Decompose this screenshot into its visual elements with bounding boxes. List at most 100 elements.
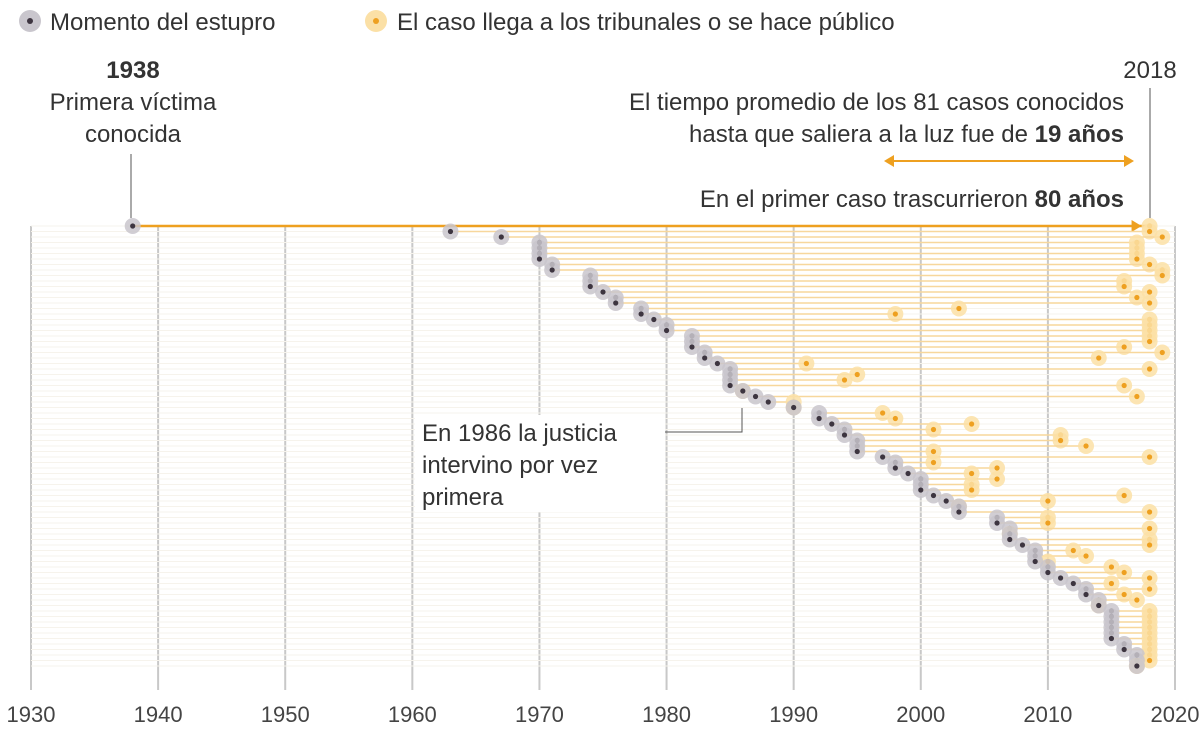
dot-core (663, 327, 670, 334)
note-box (415, 415, 665, 512)
end-dot (1154, 344, 1171, 361)
dot-core (727, 382, 733, 389)
start-dot (658, 322, 675, 339)
dot-core (994, 476, 1000, 482)
dot-core (447, 228, 454, 235)
x-tick-label: 2020 (1151, 702, 1200, 727)
end-dot (1116, 377, 1133, 394)
end-dot (1116, 564, 1133, 581)
annotation-text: En el primer caso trascurrieron (700, 186, 1028, 213)
dot-core (1108, 635, 1115, 642)
end-dot (963, 416, 980, 432)
dot-core (1108, 580, 1115, 587)
dot-core (1121, 283, 1127, 290)
annotation-bold: 19 años (1035, 121, 1124, 148)
dot-core (1146, 454, 1153, 460)
dot-core (1032, 558, 1038, 565)
end-dot (963, 465, 980, 482)
start-dot (912, 482, 929, 498)
dot-core (1146, 657, 1153, 664)
annotation: 2018 (1123, 57, 1176, 84)
dot-core (892, 415, 898, 422)
dot-core (1146, 509, 1153, 515)
dot-core (1159, 234, 1165, 240)
dot-core (1121, 591, 1127, 598)
dot-core (969, 470, 975, 477)
end-dot (1141, 520, 1158, 537)
x-tick-label: 1990 (769, 702, 818, 727)
x-tick-label: 2010 (1023, 702, 1072, 727)
dot-core (930, 426, 937, 433)
legend-dot (27, 18, 33, 24)
legend-label: Momento del estupro (50, 9, 275, 36)
dot-core (1121, 492, 1127, 499)
end-dot (950, 300, 967, 317)
end-dot (1154, 229, 1171, 245)
end-dot (887, 410, 904, 427)
dot-core (854, 371, 860, 378)
end-dot (1141, 361, 1158, 377)
dot-core (1070, 580, 1076, 587)
end-dot (1128, 289, 1145, 306)
dot-core (1045, 569, 1051, 576)
dot-core (1108, 564, 1115, 570)
dot-core (880, 410, 886, 416)
annotation: Primera víctima (50, 89, 217, 116)
dot-core (841, 377, 848, 383)
start-dot (595, 284, 611, 300)
start-dot (1116, 641, 1133, 658)
end-dot (1141, 333, 1158, 350)
dot-core (1083, 443, 1089, 449)
x-tick-label: 1980 (642, 702, 691, 727)
end-dot (836, 372, 853, 388)
dot-core (956, 509, 962, 515)
dot-core (803, 360, 809, 367)
dot-core (130, 223, 136, 229)
start-dot (1103, 630, 1120, 647)
start-dot (1014, 537, 1031, 553)
end-dot (887, 306, 904, 322)
dot-core (638, 311, 644, 317)
start-dot (811, 410, 828, 427)
dot-core (1121, 646, 1127, 653)
start-dot (607, 295, 624, 311)
dot-core (969, 421, 975, 427)
annotation: hasta que saliera a la luz fue de 19 año… (689, 121, 1124, 148)
dot-core (1019, 542, 1026, 548)
start-dot (1090, 597, 1107, 614)
dot-core (752, 393, 759, 400)
dot-core (1146, 366, 1153, 372)
start-dot (1065, 575, 1082, 592)
dot-core (1134, 393, 1140, 400)
x-tick-label: 1940 (134, 702, 183, 727)
annotation: En el primer caso trascurrieron 80 años (700, 186, 1124, 213)
start-dot (734, 383, 751, 399)
dot-core (600, 289, 606, 295)
start-dot (722, 377, 739, 394)
dot-core (689, 344, 695, 350)
x-tick-label: 2000 (896, 702, 945, 727)
arrow-head (1131, 220, 1142, 232)
start-dot (531, 251, 548, 267)
dot-core (613, 300, 619, 306)
end-dot (1078, 438, 1095, 454)
dot-core (1083, 553, 1089, 559)
end-dot (1078, 548, 1095, 564)
start-dot (849, 443, 866, 460)
end-dot (1039, 493, 1056, 509)
dot-core (1146, 289, 1153, 295)
dot-core (1146, 525, 1153, 532)
end-dot (1116, 586, 1133, 603)
dot-core (1146, 575, 1153, 581)
dot-core (969, 487, 975, 493)
x-tick-label: 1970 (515, 702, 564, 727)
start-dot (683, 339, 700, 355)
start-dot (785, 399, 802, 416)
annotation: En 1986 la justicia (422, 420, 617, 447)
x-tick-label: 1950 (261, 702, 310, 727)
end-dot (1141, 284, 1158, 300)
dot-core (943, 498, 949, 504)
dot-core (1146, 338, 1153, 345)
leader-line (665, 408, 743, 433)
start-dot (760, 394, 777, 410)
